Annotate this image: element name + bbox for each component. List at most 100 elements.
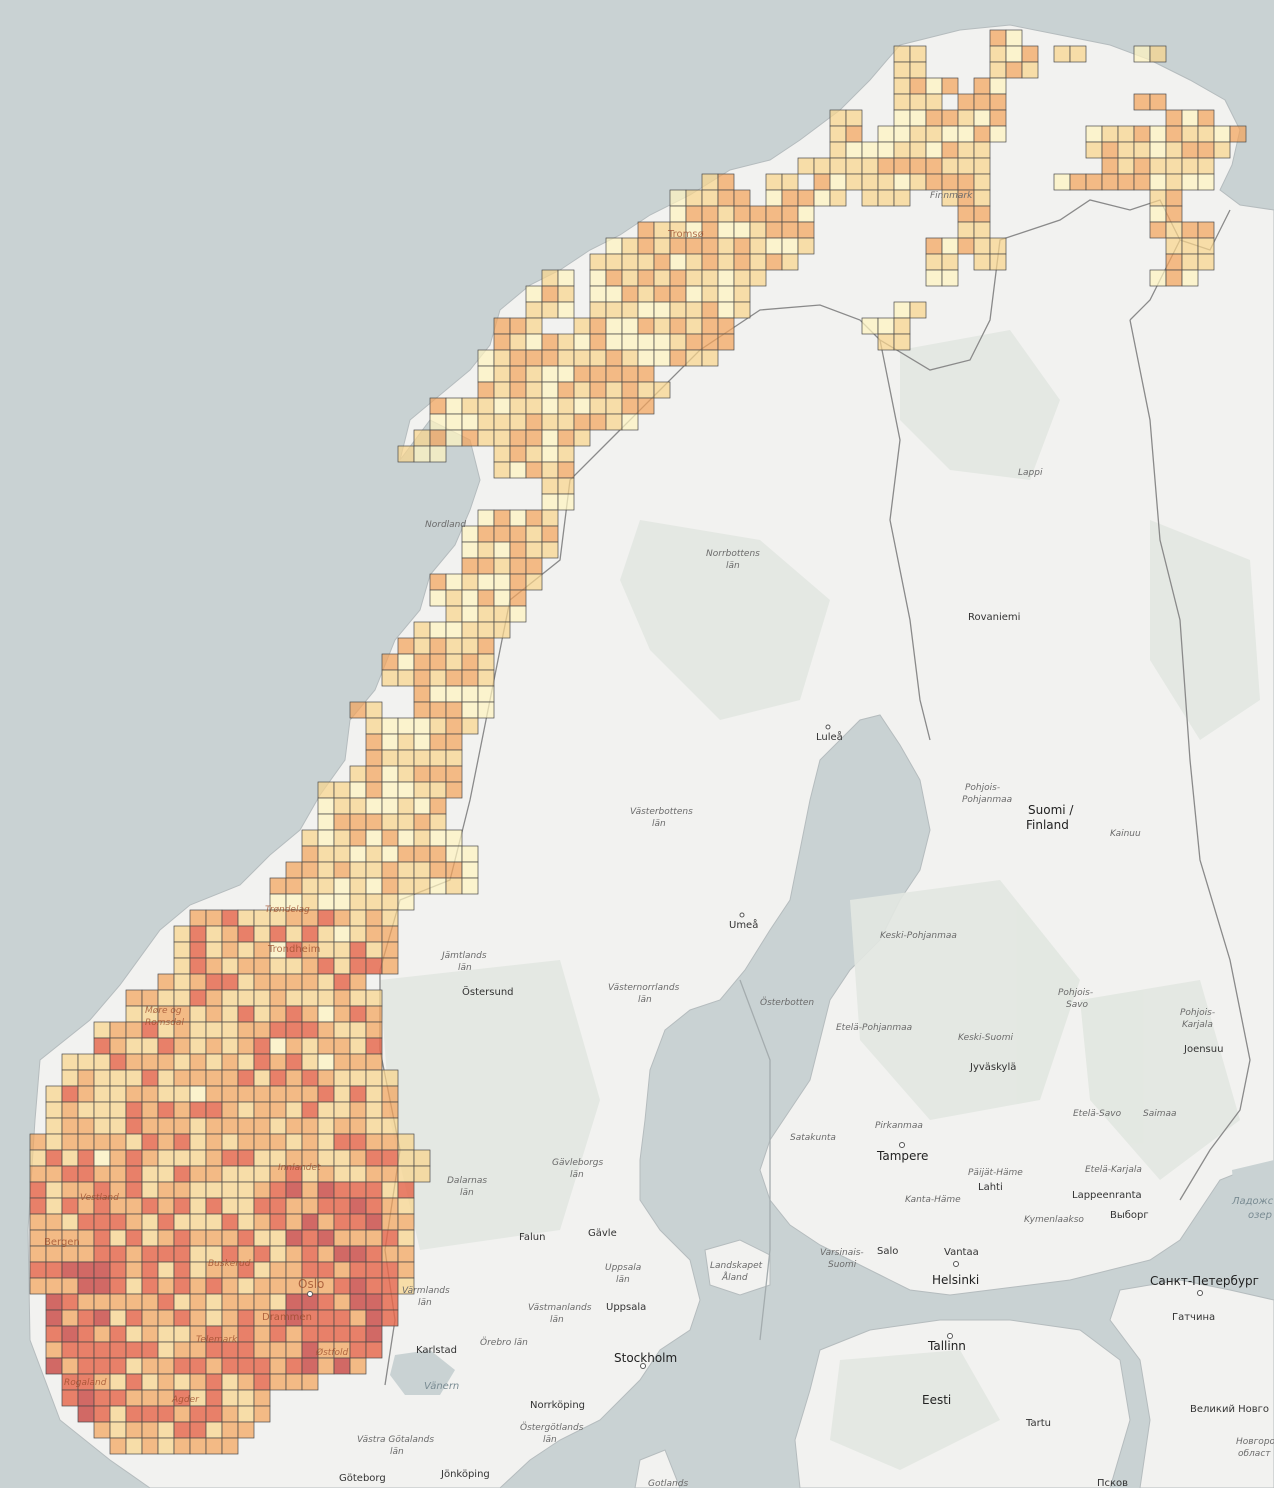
grid-cell[interactable] <box>429 413 447 431</box>
grid-cell[interactable] <box>333 1197 351 1215</box>
grid-cell[interactable] <box>205 1005 223 1023</box>
grid-cell[interactable] <box>29 1213 47 1231</box>
grid-cell[interactable] <box>877 173 895 191</box>
grid-cell[interactable] <box>173 1117 191 1135</box>
grid-cell[interactable] <box>349 813 367 831</box>
grid-cell[interactable] <box>237 1373 255 1391</box>
grid-cell[interactable] <box>173 1149 191 1167</box>
grid-cell[interactable] <box>477 397 495 415</box>
grid-cell[interactable] <box>349 1261 367 1279</box>
grid-cell[interactable] <box>301 925 319 943</box>
grid-cell[interactable] <box>125 1229 143 1247</box>
grid-cell[interactable] <box>493 605 511 623</box>
grid-cell[interactable] <box>1117 125 1135 143</box>
grid-cell[interactable] <box>93 1421 111 1439</box>
grid-cell[interactable] <box>317 1325 335 1343</box>
grid-cell[interactable] <box>605 333 623 351</box>
grid-cell[interactable] <box>93 1405 111 1423</box>
grid-cell[interactable] <box>173 1309 191 1327</box>
grid-cell[interactable] <box>1149 205 1167 223</box>
grid-cell[interactable] <box>301 1005 319 1023</box>
grid-cell[interactable] <box>893 45 911 63</box>
grid-cell[interactable] <box>413 669 431 687</box>
grid-cell[interactable] <box>173 1165 191 1183</box>
grid-cell[interactable] <box>637 397 655 415</box>
grid-cell[interactable] <box>333 1261 351 1279</box>
grid-cell[interactable] <box>317 861 335 879</box>
grid-cell[interactable] <box>221 989 239 1007</box>
grid-cell[interactable] <box>413 717 431 735</box>
grid-cell[interactable] <box>333 1165 351 1183</box>
grid-cell[interactable] <box>1149 141 1167 159</box>
grid-cell[interactable] <box>717 189 735 207</box>
grid-cell[interactable] <box>493 621 511 639</box>
grid-cell[interactable] <box>125 1197 143 1215</box>
grid-cell[interactable] <box>269 973 287 991</box>
grid-cell[interactable] <box>141 1133 159 1151</box>
grid-cell[interactable] <box>237 1133 255 1151</box>
grid-cell[interactable] <box>429 781 447 799</box>
grid-cell[interactable] <box>557 365 575 383</box>
grid-cell[interactable] <box>381 765 399 783</box>
grid-cell[interactable] <box>941 269 959 287</box>
grid-cell[interactable] <box>829 157 847 175</box>
grid-cell[interactable] <box>93 1389 111 1407</box>
grid-cell[interactable] <box>493 317 511 335</box>
grid-cell[interactable] <box>909 77 927 95</box>
grid-cell[interactable] <box>365 1005 383 1023</box>
grid-cell[interactable] <box>365 765 383 783</box>
grid-cell[interactable] <box>365 877 383 895</box>
grid-cell[interactable] <box>1101 141 1119 159</box>
grid-cell[interactable] <box>173 925 191 943</box>
grid-cell[interactable] <box>493 573 511 591</box>
grid-cell[interactable] <box>509 541 527 559</box>
grid-cell[interactable] <box>1181 221 1199 239</box>
grid-cell[interactable] <box>253 1341 271 1359</box>
grid-cell[interactable] <box>733 301 751 319</box>
grid-cell[interactable] <box>1117 157 1135 175</box>
grid-cell[interactable] <box>125 1069 143 1087</box>
grid-cell[interactable] <box>141 1149 159 1167</box>
grid-cell[interactable] <box>381 717 399 735</box>
grid-cell[interactable] <box>77 1357 95 1375</box>
grid-cell[interactable] <box>45 1133 63 1151</box>
grid-cell[interactable] <box>541 429 559 447</box>
grid-cell[interactable] <box>221 1213 239 1231</box>
grid-cell[interactable] <box>221 1389 239 1407</box>
grid-cell[interactable] <box>253 1325 271 1343</box>
grid-cell[interactable] <box>285 973 303 991</box>
grid-cell[interactable] <box>1165 221 1183 239</box>
grid-cell[interactable] <box>157 1261 175 1279</box>
grid-cell[interactable] <box>109 1357 127 1375</box>
grid-cell[interactable] <box>301 1181 319 1199</box>
grid-cell[interactable] <box>493 557 511 575</box>
grid-cell[interactable] <box>269 877 287 895</box>
grid-cell[interactable] <box>269 1213 287 1231</box>
grid-cell[interactable] <box>429 669 447 687</box>
grid-cell[interactable] <box>365 781 383 799</box>
grid-cell[interactable] <box>317 1181 335 1199</box>
grid-cell[interactable] <box>525 397 543 415</box>
grid-cell[interactable] <box>93 1293 111 1311</box>
grid-cell[interactable] <box>557 461 575 479</box>
grid-cell[interactable] <box>269 957 287 975</box>
grid-cell[interactable] <box>93 1341 111 1359</box>
grid-cell[interactable] <box>605 365 623 383</box>
grid-cell[interactable] <box>45 1197 63 1215</box>
grid-cell[interactable] <box>29 1149 47 1167</box>
grid-cell[interactable] <box>205 973 223 991</box>
grid-cell[interactable] <box>381 893 399 911</box>
grid-cell[interactable] <box>1165 125 1183 143</box>
grid-cell[interactable] <box>365 1277 383 1295</box>
grid-cell[interactable] <box>509 557 527 575</box>
grid-cell[interactable] <box>317 1309 335 1327</box>
grid-cell[interactable] <box>957 109 975 127</box>
grid-cell[interactable] <box>493 349 511 367</box>
grid-cell[interactable] <box>541 365 559 383</box>
grid-cell[interactable] <box>77 1325 95 1343</box>
grid-cell[interactable] <box>493 509 511 527</box>
grid-cell[interactable] <box>93 1053 111 1071</box>
grid-cell[interactable] <box>221 1437 239 1455</box>
grid-cell[interactable] <box>925 77 943 95</box>
grid-cell[interactable] <box>253 1229 271 1247</box>
